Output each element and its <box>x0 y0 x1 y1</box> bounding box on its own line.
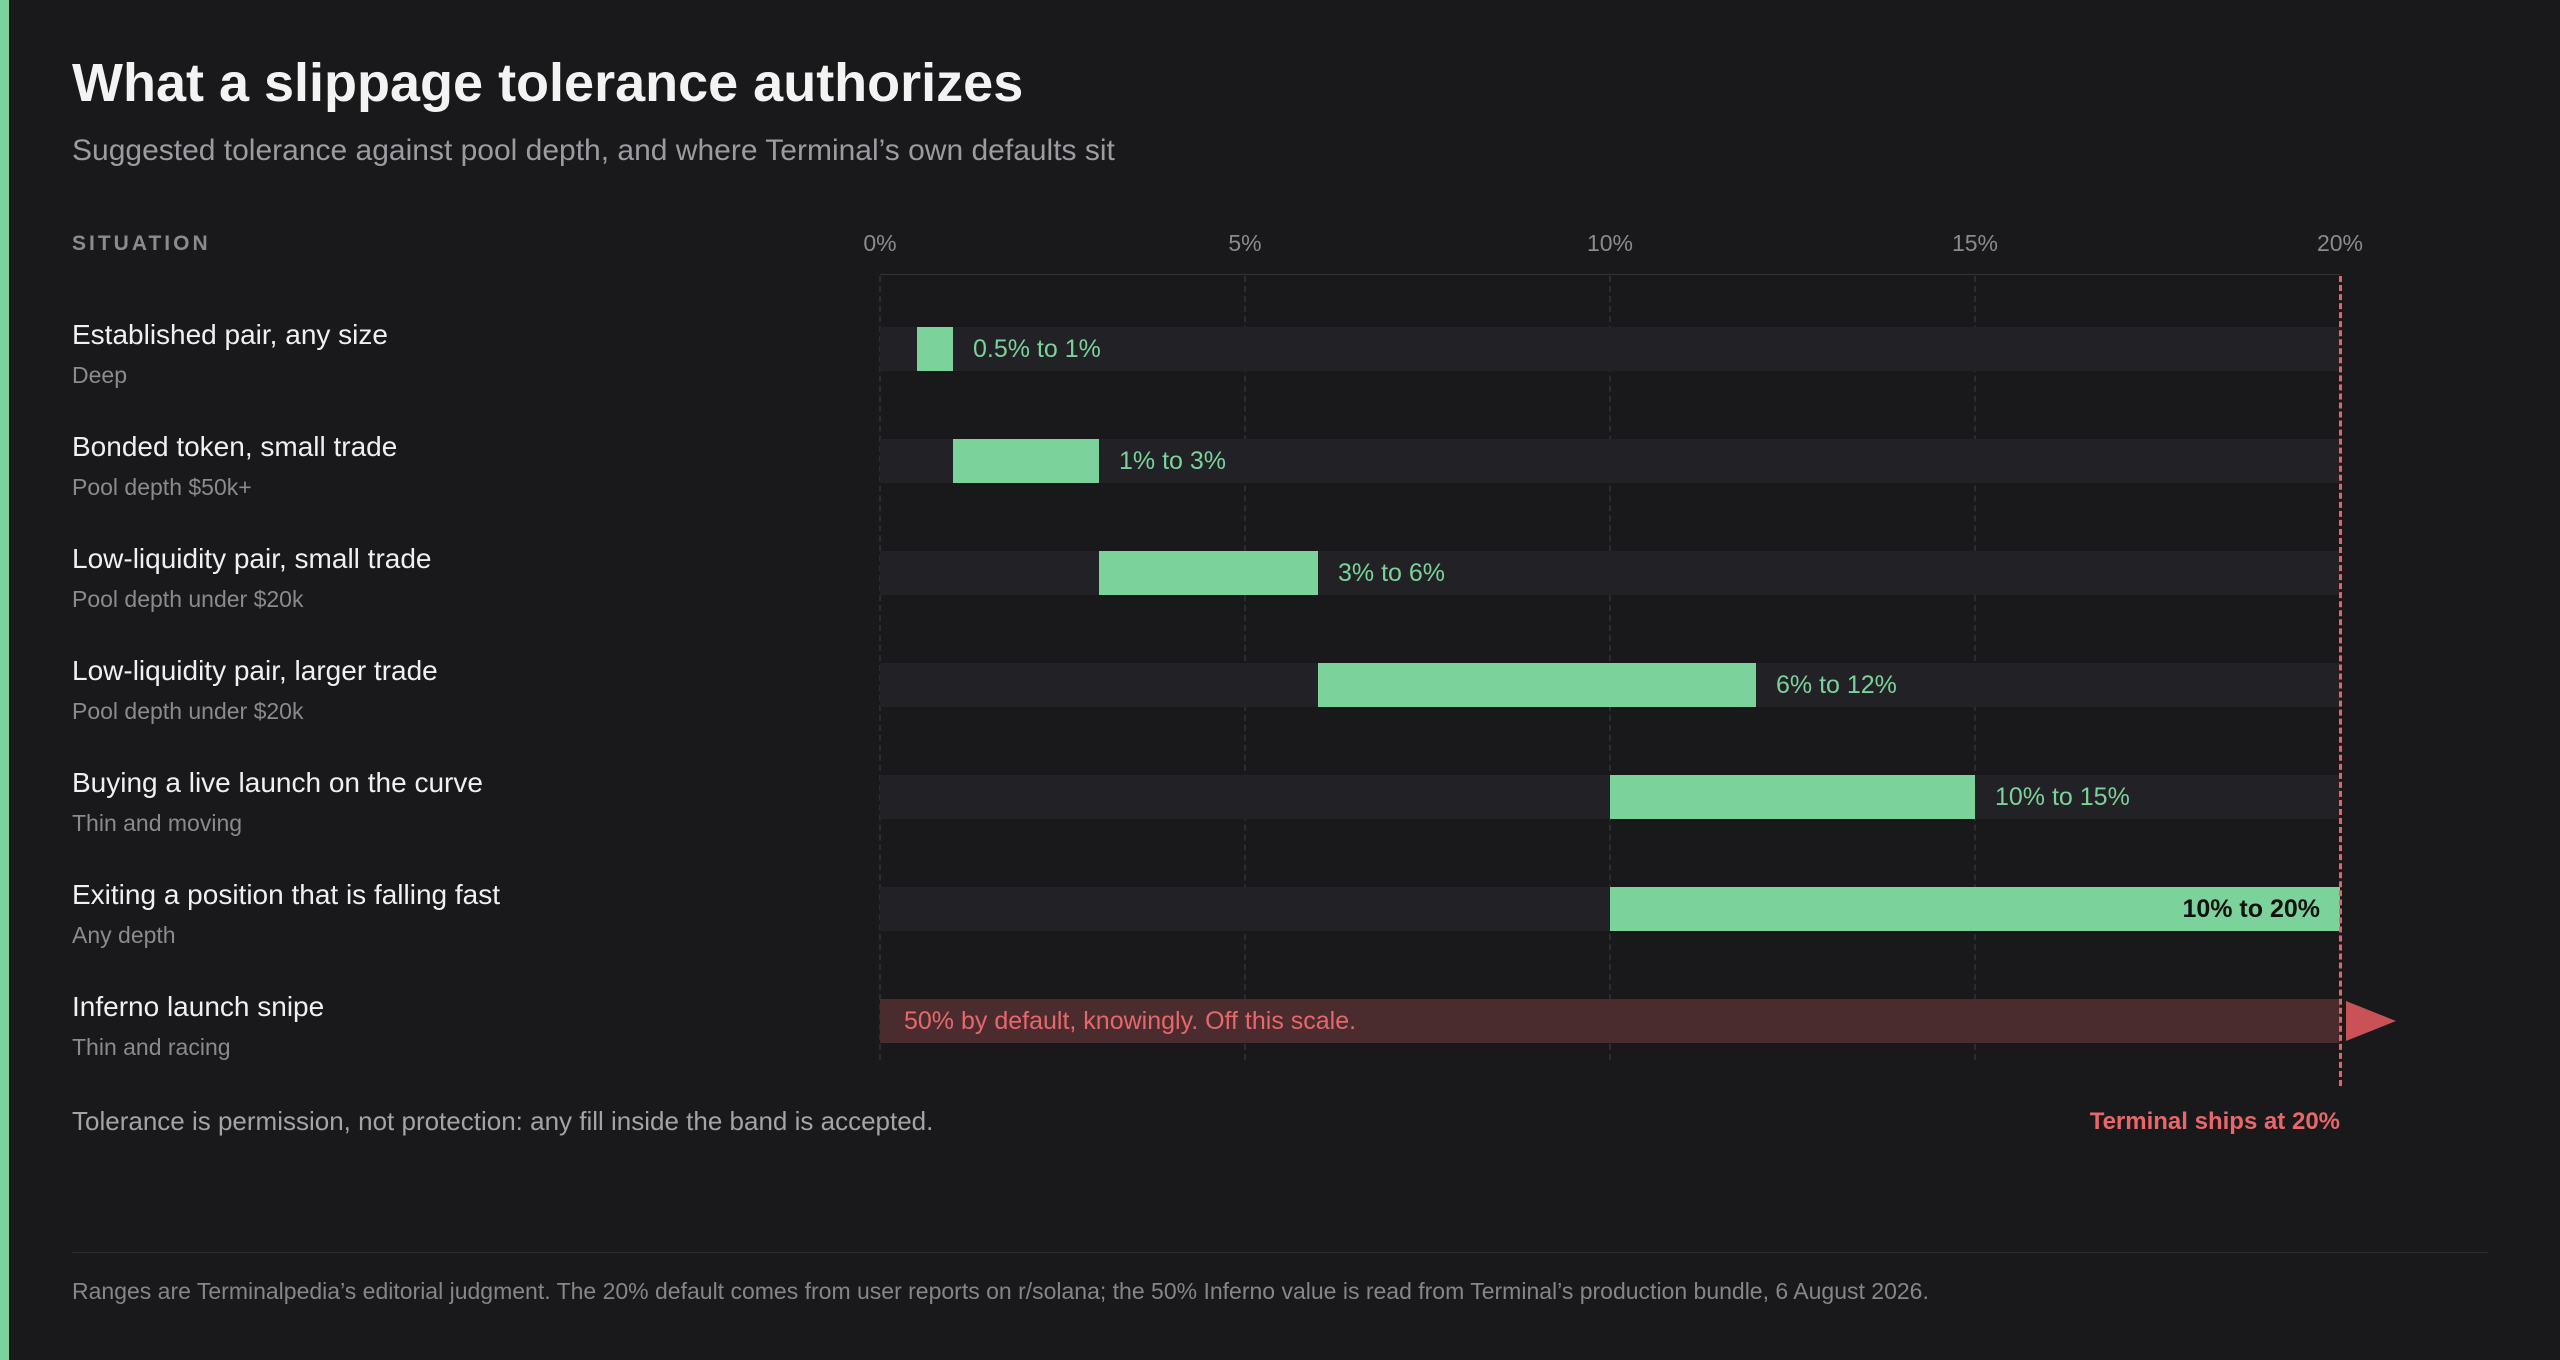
offscale-label: 50% by default, knowingly. Off this scal… <box>904 1007 1357 1035</box>
row-label: Low-liquidity pair, small trade <box>72 543 432 574</box>
range-bar <box>1099 551 1318 595</box>
range-bar-label: 0.5% to 1% <box>973 335 1101 363</box>
range-bar <box>953 439 1099 483</box>
row-label: Low-liquidity pair, larger trade <box>72 655 438 686</box>
offscale-bar <box>880 999 2340 1043</box>
offscale-arrow-icon <box>2346 1001 2396 1041</box>
range-bar-label: 3% to 6% <box>1338 559 1446 587</box>
row-label: Buying a live launch on the curve <box>72 767 483 798</box>
range-bar-label: 6% to 12% <box>1776 671 1897 699</box>
bar-track <box>880 327 2340 371</box>
x-tick-label: 20% <box>2316 230 2364 256</box>
row-sublabel: Thin and racing <box>72 1034 231 1060</box>
situation-column-header: SITUATION <box>72 232 211 255</box>
x-axis-line <box>880 274 2340 275</box>
x-tick-label: 10% <box>1586 230 1634 256</box>
row-sublabel: Any depth <box>72 922 176 948</box>
row-sublabel: Pool depth under $20k <box>72 586 304 612</box>
range-bar-label: 10% to 15% <box>1995 783 2130 811</box>
footer-divider <box>72 1252 2488 1253</box>
row-label: Established pair, any size <box>72 319 388 350</box>
range-bar-label: 10% to 20% <box>2182 895 2320 923</box>
row-sublabel: Pool depth under $20k <box>72 698 304 724</box>
range-bar <box>1610 887 2340 931</box>
footer-note: Ranges are Terminalpedia’s editorial jud… <box>72 1278 1929 1304</box>
accent-bar <box>0 0 9 1360</box>
row-sublabel: Pool depth $50k+ <box>72 474 252 500</box>
row-label: Exiting a position that is falling fast <box>72 879 501 910</box>
row-label: Inferno launch snipe <box>72 991 325 1022</box>
range-bar <box>1318 663 1756 707</box>
page-subtitle: Suggested tolerance against pool depth, … <box>72 134 1115 167</box>
reference-line-label: Terminal ships at 20% <box>2089 1108 2340 1135</box>
range-bar <box>1610 775 1975 819</box>
range-bar <box>916 327 953 371</box>
row-label: Bonded token, small trade <box>72 431 398 462</box>
row-sublabel: Thin and moving <box>72 810 243 836</box>
row-sublabel: Deep <box>72 362 127 388</box>
x-tick-label: 0% <box>863 230 897 256</box>
page-title: What a slippage tolerance authorizes <box>72 53 1024 113</box>
bar-track <box>880 439 2340 483</box>
range-bar-label: 1% to 3% <box>1119 447 1227 475</box>
x-tick-label: 15% <box>1951 230 1999 256</box>
reference-line <box>2339 276 2342 1086</box>
chart-note: Tolerance is permission, not protection:… <box>72 1106 934 1136</box>
x-tick-label: 5% <box>1228 230 1262 256</box>
